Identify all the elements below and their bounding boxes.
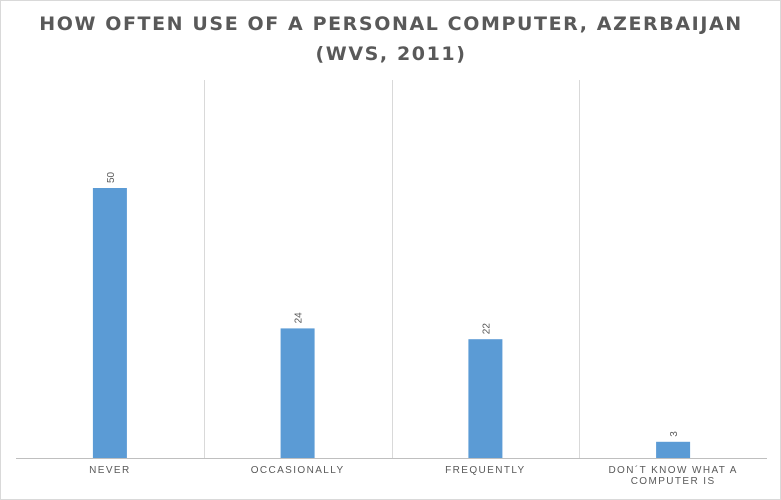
chart-title-line-2: (WVS, 2011)	[315, 43, 466, 65]
category-axis-labels: NEVER OCCASIONALLY FREQUENTLY DON´T KNOW WH…	[89, 464, 737, 487]
bar	[468, 339, 503, 458]
chart-title: HOW OFTEN USE OF A PERSONAL COMPUTER, AZ…	[39, 13, 743, 65]
category-label: OCCASIONALLY	[251, 465, 345, 476]
category-label: NEVER	[89, 465, 130, 476]
data-labels: 50 24 22 3	[106, 171, 680, 436]
bar	[656, 441, 691, 458]
category-gridlines	[204, 80, 580, 458]
data-label: 3	[669, 431, 680, 437]
category-label: DON´T KNOW WHAT A	[608, 464, 737, 476]
data-label: 50	[106, 171, 117, 183]
bar	[280, 328, 315, 458]
data-label: 24	[294, 312, 305, 324]
chart-title-line-1: HOW OFTEN USE OF A PERSONAL COMPUTER, AZ…	[39, 13, 743, 35]
category-label: COMPUTER IS	[631, 476, 716, 487]
bars	[92, 188, 691, 458]
data-label: 22	[481, 323, 492, 335]
category-label: FREQUENTLY	[445, 465, 526, 476]
bar	[92, 188, 127, 458]
